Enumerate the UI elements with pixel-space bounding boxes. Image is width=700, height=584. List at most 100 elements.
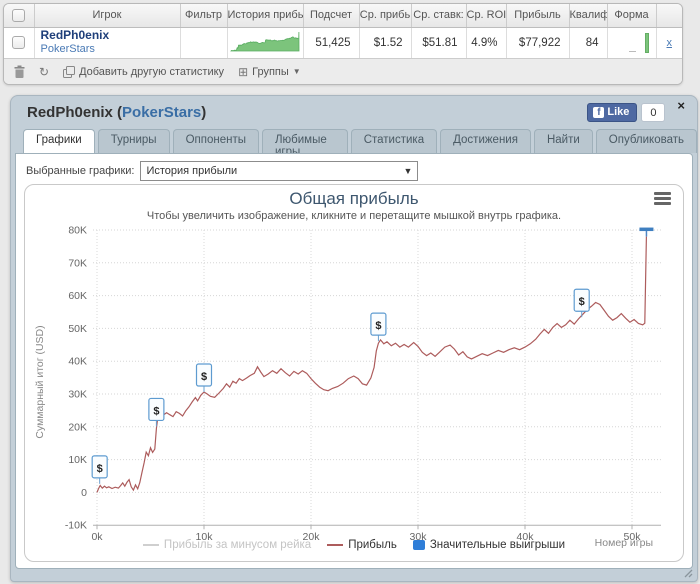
like-count-badge: 0 [641, 103, 666, 122]
svg-text:50k: 50k [624, 531, 642, 543]
tab-2[interactable]: Оппоненты [172, 129, 259, 153]
tab-7[interactable]: Опубликовать [595, 129, 697, 153]
count-cell: 51,425 [303, 27, 360, 58]
column-header-5[interactable]: Ср. ставк: [411, 4, 467, 28]
legend-box-swatch [412, 540, 425, 550]
avg-stake-cell: $51.81 [411, 27, 467, 58]
svg-text:60K: 60K [68, 290, 87, 302]
form-bar [644, 32, 649, 53]
svg-text:$: $ [375, 320, 381, 332]
filter-cell [180, 27, 228, 58]
legend-line-swatch [327, 544, 344, 546]
legend-label: Прибыль за минусом рейка [163, 539, 312, 551]
column-header-8[interactable]: Квалиф [569, 4, 608, 28]
chart-menu-icon[interactable] [654, 192, 671, 207]
graph-select-label: Выбранные графики: [26, 165, 135, 177]
svg-text:Суммарный итог (USD): Суммарный итог (USD) [34, 325, 46, 438]
tab-0[interactable]: Графики [23, 129, 95, 153]
graph-select[interactable]: История прибыли ▼ [140, 161, 419, 181]
grid-icon: ⊞ [238, 64, 249, 79]
legend-item-1[interactable]: Прибыль [327, 539, 397, 551]
stats-header-row: Игрок Фильтр История прибь Подсчет Ср. прибь… [4, 4, 682, 28]
svg-text:$: $ [153, 405, 159, 417]
chevron-down-icon: ▼ [292, 67, 301, 76]
svg-text:0k: 0k [91, 531, 103, 543]
svg-text:20K: 20K [68, 421, 87, 433]
column-header-9[interactable]: Форма [607, 4, 657, 28]
trash-icon [14, 65, 25, 78]
svg-text:10k: 10k [196, 531, 214, 543]
resize-grip-icon[interactable] [683, 568, 693, 578]
svg-text:0: 0 [81, 487, 87, 499]
widget-toolbar: ↻ Добавить другую статистику ⊞ Группы ▼ [4, 58, 682, 84]
table-row: RedPh0enix PokerStars 51,425 $1.52 $51.8… [4, 27, 682, 58]
svg-text:-10K: -10K [65, 520, 87, 532]
svg-text:70K: 70K [68, 257, 87, 269]
tab-4[interactable]: Статистика [350, 129, 438, 153]
select-all-checkbox[interactable] [12, 8, 26, 22]
profit-cell: $77,922 [506, 27, 570, 58]
svg-text:10K: 10K [68, 454, 87, 466]
form-dash [629, 51, 637, 52]
tab-1[interactable]: Турниры [97, 129, 170, 153]
column-header-0[interactable]: Игрок [34, 4, 181, 28]
column-header-6[interactable]: Ср. ROI [466, 4, 507, 28]
chart-title: Общая прибыль [289, 189, 419, 208]
column-header-2[interactable]: История прибь [227, 4, 304, 28]
legend-label: Прибыль [348, 539, 397, 551]
player-link[interactable]: RedPh0enix [40, 28, 110, 43]
tabs-row: Графики Турниры Оппоненты Любимые игры Стати… [11, 129, 697, 158]
tab-5[interactable]: Достижения [440, 129, 531, 153]
panel-content: Выбранные графики: История прибыли ▼ Общ… [15, 153, 693, 569]
tab-6[interactable]: Найти [533, 129, 593, 153]
stats-widget: Игрок Фильтр История прибь Подсчет Ср. прибь… [3, 3, 683, 85]
panel-header: RedPh0enix (PokerStars) f Like 0 × [11, 96, 697, 129]
title-network: PokerStars [122, 104, 202, 121]
select-all-header[interactable] [4, 4, 35, 28]
svg-text:$: $ [579, 296, 585, 308]
groups-label: Группы [252, 65, 289, 78]
column-header-1[interactable]: Фильтр [180, 4, 228, 28]
svg-text:30K: 30K [68, 389, 87, 401]
column-header-7[interactable]: Прибыль [506, 4, 570, 28]
refresh-button[interactable]: ↻ [39, 66, 49, 78]
profit-history-cell[interactable] [227, 27, 304, 58]
row-checkbox[interactable] [12, 36, 26, 50]
column-header-4[interactable]: Ср. прибь [359, 4, 412, 28]
column-header-3[interactable]: Подсчет [303, 4, 360, 28]
add-statistic-label: Добавить другую статистику [79, 65, 225, 78]
profit-sparkline [230, 32, 300, 52]
svg-text:$: $ [201, 371, 207, 383]
stats-table: Игрок Фильтр История прибь Подсчет Ср. прибь… [4, 4, 682, 58]
network-link[interactable]: PokerStars [40, 43, 95, 56]
svg-text:40k: 40k [517, 531, 535, 543]
legend-line-swatch [142, 544, 159, 546]
delete-button[interactable] [14, 65, 25, 78]
tab-3[interactable]: Любимые игры [262, 129, 348, 158]
remove-row-link[interactable]: x [666, 36, 673, 49]
graph-select-value: История прибыли [146, 165, 238, 177]
svg-text:20k: 20k [303, 531, 321, 543]
chevron-down-icon: ▼ [403, 166, 413, 176]
svg-text:50K: 50K [68, 323, 87, 335]
page-title: RedPh0enix (PokerStars) [27, 104, 207, 121]
profit-chart: Общая прибыль Чтобы увеличить изображени… [24, 184, 684, 562]
legend-item-2[interactable]: Значительные выигрыши [412, 539, 566, 551]
xaxis-title: Номер игры [594, 537, 653, 549]
column-header-actions [656, 4, 682, 28]
avg-roi-cell: 4.9% [466, 27, 507, 58]
player-panel: RedPh0enix (PokerStars) f Like 0 × График… [10, 95, 698, 582]
facebook-icon: f [593, 106, 605, 118]
chart-legend: Прибыль за минусом рейка Прибыль Значитель… [25, 539, 683, 551]
facebook-like-button[interactable]: f Like [587, 103, 638, 122]
add-statistic-button[interactable]: Добавить другую статистику [63, 65, 225, 78]
groups-button[interactable]: ⊞ Группы ▼ [238, 66, 301, 78]
qualif-cell: 84 [569, 27, 608, 58]
refresh-icon: ↻ [39, 64, 50, 79]
close-icon[interactable]: × [677, 98, 685, 113]
svg-text:$: $ [97, 463, 103, 475]
legend-item-0[interactable]: Прибыль за минусом рейка [142, 539, 312, 551]
legend-label: Значительные выигрыши [429, 539, 566, 551]
svg-text:80K: 80K [68, 225, 87, 237]
